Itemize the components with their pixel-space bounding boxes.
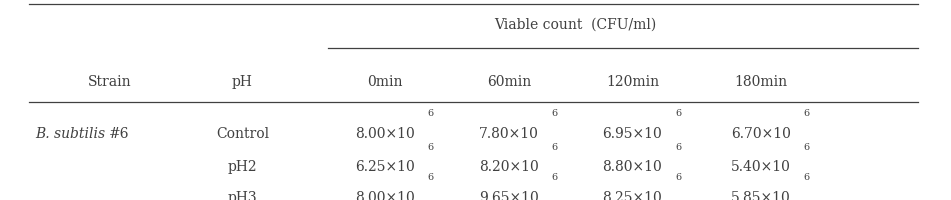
Text: 8.80×10: 8.80×10 — [603, 160, 662, 174]
Text: 6: 6 — [804, 173, 809, 182]
Text: 8.25×10: 8.25×10 — [603, 191, 662, 200]
Text: pH3: pH3 — [227, 191, 258, 200]
Text: 0min: 0min — [367, 75, 403, 89]
Text: Control: Control — [216, 127, 269, 141]
Text: 6: 6 — [552, 142, 557, 152]
Text: 9.65×10: 9.65×10 — [479, 191, 538, 200]
Text: 5.40×10: 5.40×10 — [731, 160, 790, 174]
Text: 5.85×10: 5.85×10 — [731, 191, 790, 200]
Text: 6.95×10: 6.95×10 — [603, 127, 662, 141]
Text: 180min: 180min — [734, 75, 787, 89]
Text: 8.00×10: 8.00×10 — [356, 191, 415, 200]
Text: B. subtilis: B. subtilis — [35, 127, 109, 141]
Text: 6: 6 — [552, 109, 557, 118]
Text: 6: 6 — [675, 109, 681, 118]
Text: 6: 6 — [804, 142, 809, 152]
Text: #6: #6 — [109, 127, 130, 141]
Text: 8.20×10: 8.20×10 — [479, 160, 538, 174]
Text: pH: pH — [232, 75, 253, 89]
Text: Strain: Strain — [87, 75, 131, 89]
Text: 120min: 120min — [606, 75, 659, 89]
Text: 60min: 60min — [487, 75, 531, 89]
Text: 6: 6 — [552, 173, 557, 182]
Text: 8.00×10: 8.00×10 — [356, 127, 415, 141]
Text: 7.80×10: 7.80×10 — [479, 127, 538, 141]
Text: 6.70×10: 6.70×10 — [731, 127, 790, 141]
Text: 6: 6 — [675, 173, 681, 182]
Text: pH2: pH2 — [227, 160, 258, 174]
Text: 6: 6 — [428, 173, 434, 182]
Text: Viable count  (CFU/ml): Viable count (CFU/ml) — [495, 18, 656, 32]
Text: 6.25×10: 6.25×10 — [356, 160, 415, 174]
Text: 6: 6 — [428, 109, 434, 118]
Text: 6: 6 — [428, 142, 434, 152]
Text: 6: 6 — [804, 109, 809, 118]
Text: 6: 6 — [675, 142, 681, 152]
